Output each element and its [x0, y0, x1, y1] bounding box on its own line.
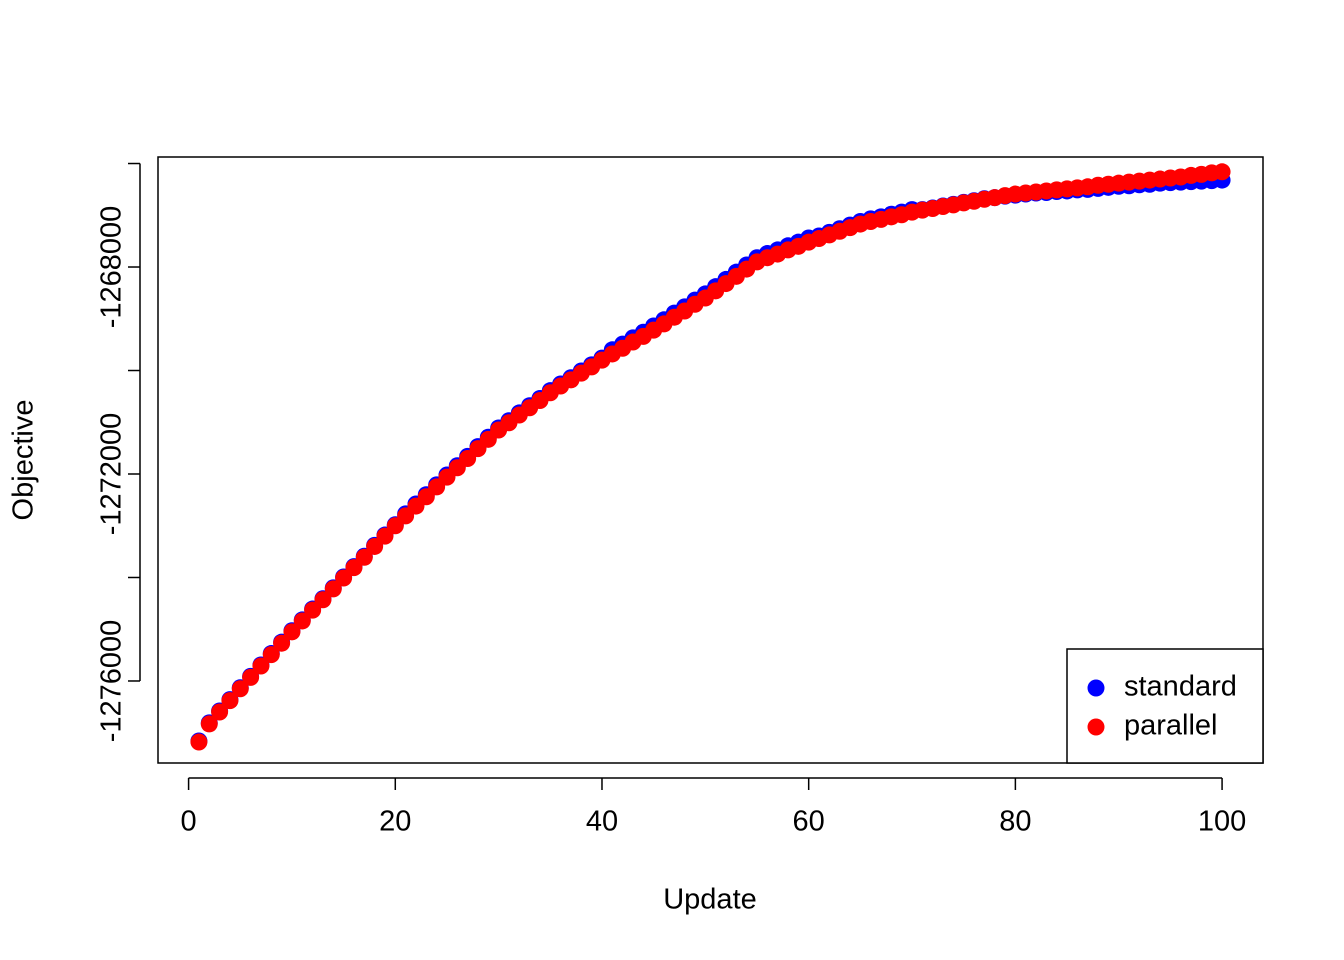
x-tick-label: 20 [379, 806, 411, 838]
point [262, 646, 280, 664]
legend-marker [1087, 718, 1105, 736]
legend-label: standard [1124, 671, 1237, 703]
x-tick-label: 0 [181, 806, 197, 838]
point [355, 548, 373, 566]
y-tick-label: -1268000 [96, 206, 128, 329]
plot-box [157, 156, 1264, 764]
x-axis-label: Update [663, 884, 757, 916]
point [1213, 163, 1231, 181]
point [293, 612, 311, 630]
x-tick-label: 40 [586, 806, 618, 838]
y-tick-label: -1276000 [96, 620, 128, 743]
point [314, 591, 332, 609]
y-axis-label: Objective [8, 400, 40, 521]
y-tick-label: -1272000 [96, 413, 128, 536]
point [242, 668, 260, 686]
x-tick-label: 60 [793, 806, 825, 838]
point [273, 634, 291, 652]
point [190, 733, 208, 751]
x-tick-label: 80 [999, 806, 1031, 838]
point [335, 569, 353, 587]
point [231, 680, 249, 698]
legend-box [1066, 648, 1264, 764]
point [366, 537, 384, 555]
point [200, 715, 218, 733]
point [283, 623, 301, 641]
legend-marker [1087, 679, 1105, 697]
point [324, 580, 342, 598]
point [252, 657, 270, 675]
point [345, 559, 363, 577]
point [221, 692, 239, 710]
point [211, 703, 229, 721]
point [304, 601, 322, 619]
point [376, 527, 394, 545]
legend-label: parallel [1124, 710, 1218, 742]
x-tick-label: 100 [1198, 806, 1246, 838]
